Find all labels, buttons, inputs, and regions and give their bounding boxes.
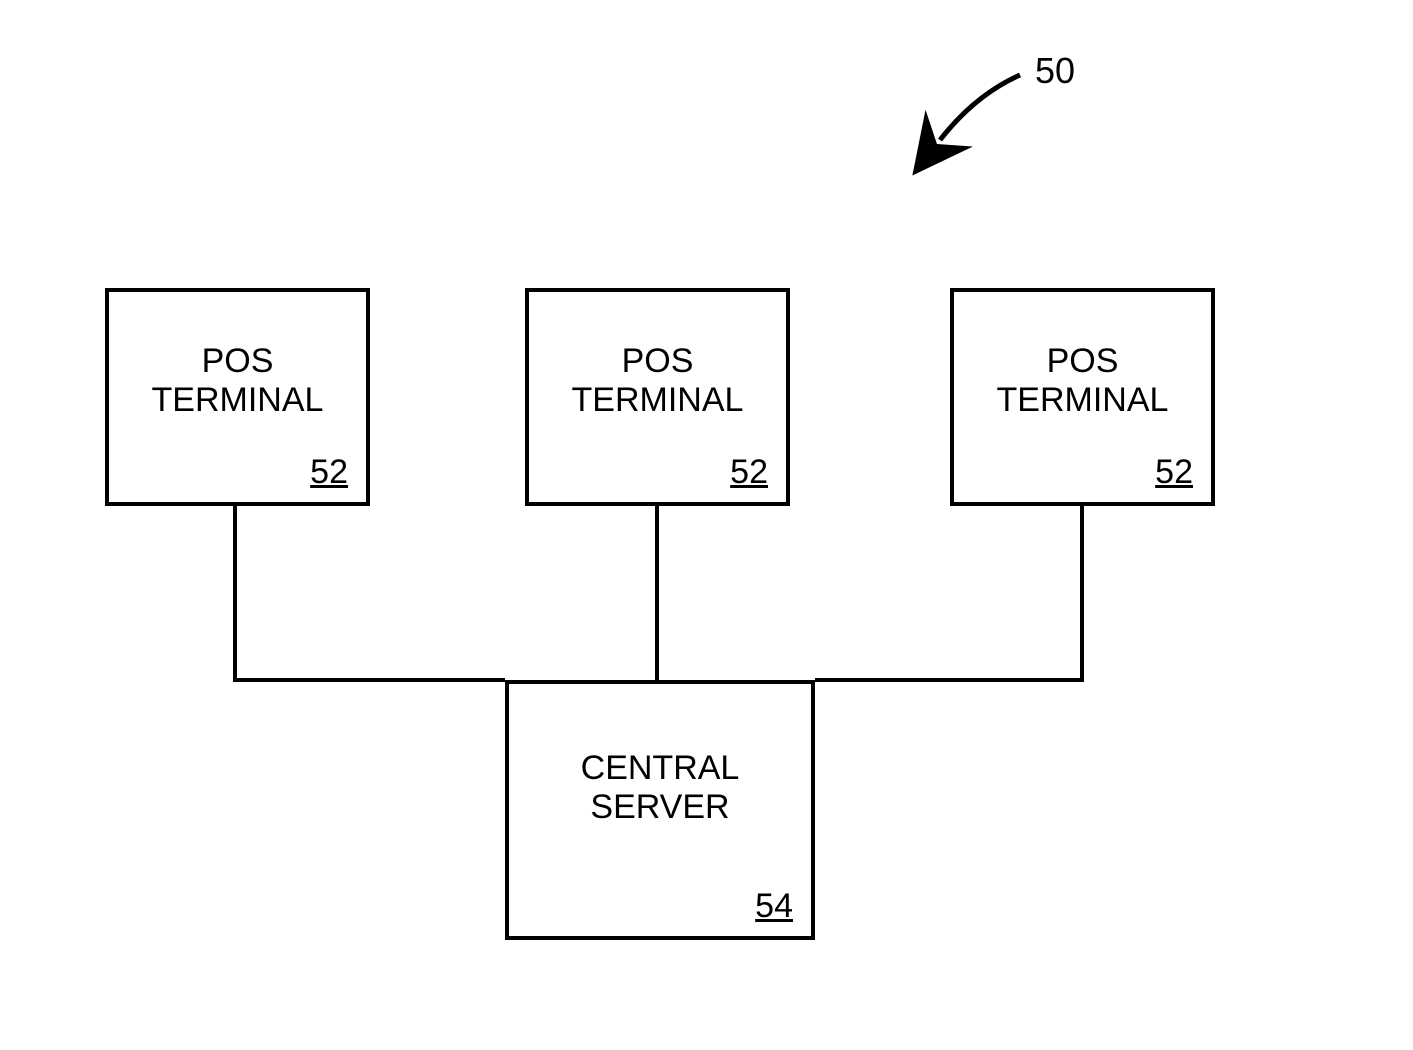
- pos-terminal-1-ref: 52: [310, 453, 348, 492]
- pos-terminal-box-3: POS TERMINAL 52: [950, 288, 1215, 506]
- pos-terminal-2-ref: 52: [730, 453, 768, 492]
- central-server-ref: 54: [755, 887, 793, 926]
- pos-terminal-1-label: POS TERMINAL: [109, 342, 366, 420]
- diagram-canvas: 50 POS TERMINAL 52 POS TERMINAL 52 POS T…: [0, 0, 1413, 1050]
- pos-terminal-2-label: POS TERMINAL: [529, 342, 786, 420]
- figure-reference-number: 50: [1035, 50, 1075, 92]
- pos-terminal-box-1: POS TERMINAL 52: [105, 288, 370, 506]
- central-server-label: CENTRAL SERVER: [509, 749, 811, 827]
- pos-terminal-3-label: POS TERMINAL: [954, 342, 1211, 420]
- pos-terminal-3-ref: 52: [1155, 453, 1193, 492]
- central-server-box: CENTRAL SERVER 54: [505, 680, 815, 940]
- pos-terminal-box-2: POS TERMINAL 52: [525, 288, 790, 506]
